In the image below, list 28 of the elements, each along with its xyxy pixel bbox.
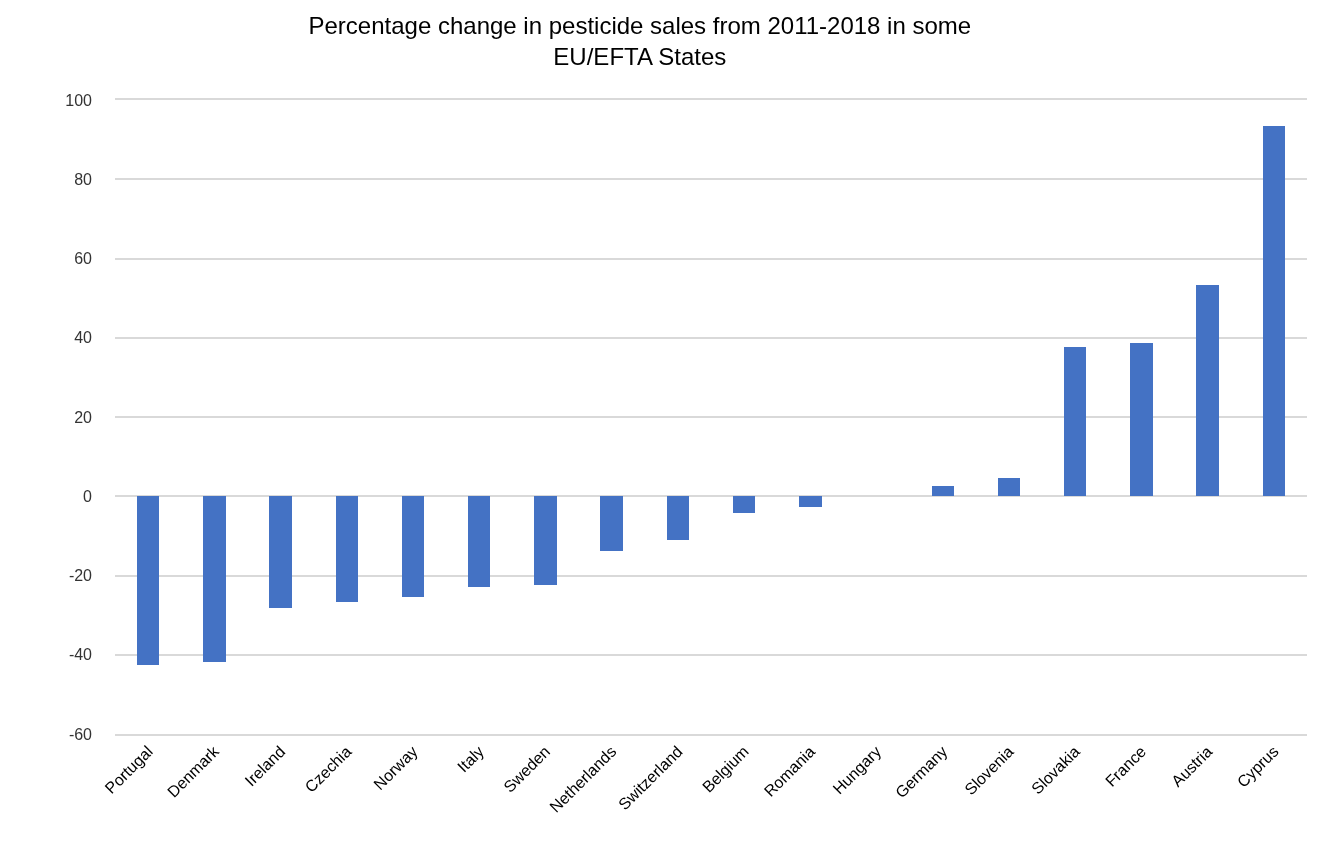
bar: [1130, 343, 1153, 496]
bar: [468, 496, 490, 587]
bar: [1196, 285, 1219, 496]
bar: [932, 486, 954, 496]
bar: [667, 496, 689, 540]
y-tick-label: 60: [74, 250, 93, 268]
bar: [402, 496, 424, 597]
x-tick-label: Italy: [454, 742, 487, 776]
y-tick-label: -60: [68, 725, 93, 743]
y-tick-label: 100: [65, 91, 93, 109]
bar: [137, 496, 159, 665]
chart-title: Percentage change in pesticide sales from 2011-2018 in some EU/EFTA States: [308, 12, 972, 71]
bar: [733, 496, 755, 513]
y-tick-label: 0: [83, 487, 93, 505]
bar: [799, 496, 822, 507]
y-tick-label: -40: [68, 646, 93, 664]
bar: [998, 478, 1020, 496]
bar: [269, 496, 292, 608]
y-tick-label: -20: [68, 567, 93, 585]
bar: [1263, 126, 1285, 496]
bar: [600, 496, 623, 551]
y-tick-label: 20: [74, 408, 93, 426]
bar: [1064, 347, 1086, 496]
y-tick-label: 40: [74, 329, 93, 347]
y-tick-label: 80: [74, 170, 93, 188]
bar: [336, 496, 358, 602]
bar: [203, 496, 226, 662]
bar: [534, 496, 557, 585]
